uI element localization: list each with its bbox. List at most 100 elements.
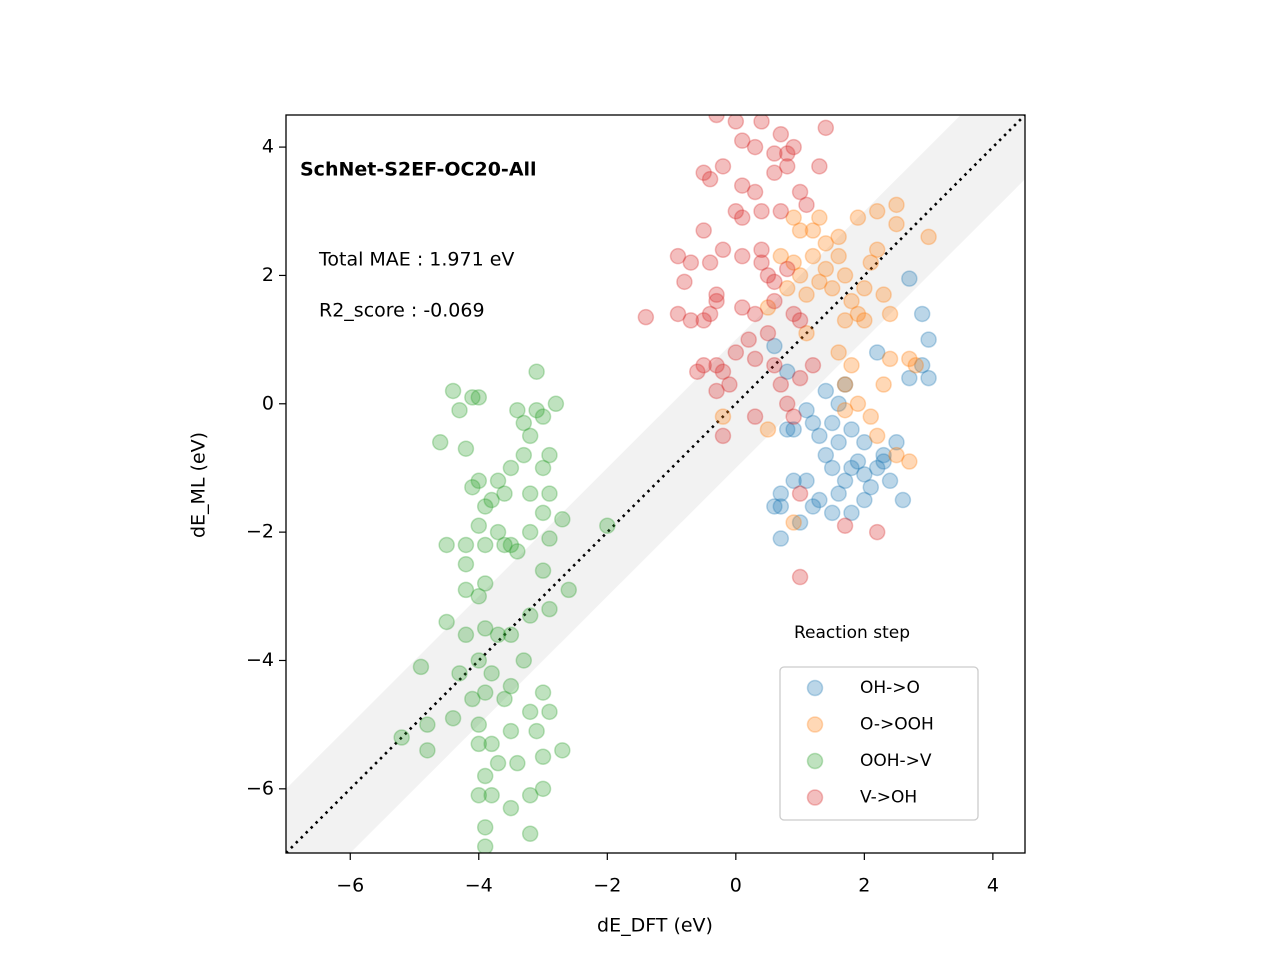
point [534,780,552,798]
point [830,485,847,502]
point [727,344,745,361]
point [534,504,552,522]
point [785,514,802,531]
point [547,395,565,413]
point [727,115,745,130]
point [451,401,468,419]
point [804,247,822,265]
point [521,703,539,721]
point [746,138,764,156]
point [521,427,539,445]
point [778,158,796,175]
point [836,517,854,534]
point [470,389,488,406]
point [778,421,796,438]
point [669,247,687,265]
point [496,690,513,708]
point [817,235,835,252]
point [817,260,835,278]
point [470,786,488,804]
point [457,581,475,599]
point [476,498,494,515]
x-tick-label: −2 [593,875,621,897]
point [868,203,886,220]
point [515,652,533,669]
point [746,350,764,368]
point [766,498,783,515]
point [791,514,809,531]
point [817,446,835,464]
chart-title: SchNet-S2EF-OC20-All [300,159,537,181]
point [862,408,880,425]
x-tick-label: 0 [730,875,742,897]
point [502,459,520,477]
point [875,453,892,470]
point [823,414,841,432]
point [791,267,809,284]
point [721,376,738,393]
point [470,735,488,753]
point [830,344,847,361]
legend-marker [806,679,824,697]
point [849,209,867,226]
point [689,363,706,380]
point [431,434,449,451]
point [483,665,500,682]
point [913,305,931,323]
point [599,517,616,534]
point [476,620,494,637]
point [457,626,475,644]
point [785,408,802,425]
point [470,652,488,669]
point [811,427,828,445]
point [496,485,513,502]
point [785,421,802,438]
point [772,126,790,143]
point [804,414,822,432]
point [759,324,777,342]
point [766,337,783,355]
point [708,292,725,310]
point [778,395,796,413]
point [830,247,847,265]
point [798,324,815,342]
point [734,299,751,316]
point [811,158,828,175]
point [753,254,770,271]
legend-marker [806,789,824,806]
point [894,491,912,509]
point [521,485,539,502]
point [804,498,822,515]
point [457,440,475,457]
point [778,280,796,297]
point [714,241,732,259]
point [785,254,802,271]
point [791,222,809,239]
point [823,459,841,477]
point [554,511,571,528]
point [727,203,745,220]
point [868,241,886,259]
point [804,222,822,239]
point [470,588,488,605]
point [708,357,725,374]
point [541,703,558,721]
point [515,414,533,432]
x-tick-label: 4 [987,875,999,897]
point [772,485,790,502]
point [515,446,533,464]
point [714,408,732,425]
point [888,196,905,214]
point [708,382,725,400]
point [856,280,873,297]
point [785,209,802,226]
point [843,421,860,438]
point [856,466,873,483]
point [766,357,783,374]
point [836,472,854,490]
point [541,446,558,464]
point [682,254,700,271]
point [759,421,777,438]
parity-line [286,115,1025,853]
